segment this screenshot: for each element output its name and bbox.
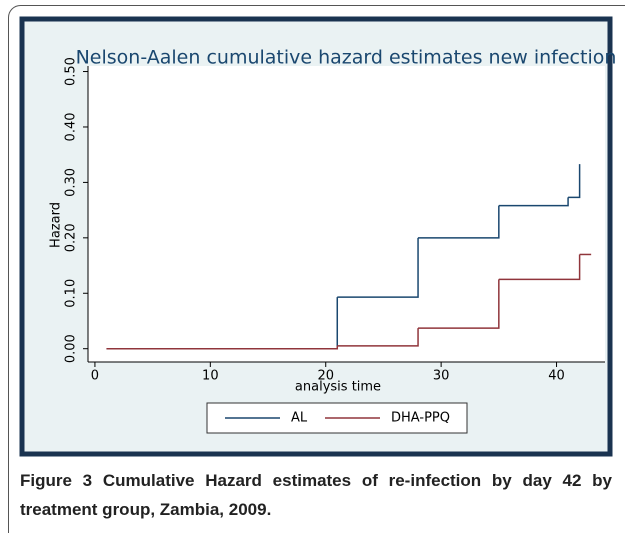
y-tick-label: 0.20 [64, 223, 79, 252]
x-tick-label: 20 [317, 369, 334, 384]
step-segment [337, 237, 419, 298]
y-axis-label: Hazard [49, 202, 64, 248]
caption: Figure 3 Cumulative Hazard estimates of … [20, 466, 612, 524]
chart-title: Nelson-Aalen cumulative hazard estimates… [76, 47, 617, 69]
legend-label: DHA-PPQ [391, 411, 450, 426]
y-tick-label: 0.30 [64, 168, 79, 197]
step-segment [337, 328, 419, 347]
y-tick-label: 0.10 [64, 279, 79, 308]
y-tick-label: 0.50 [64, 57, 79, 86]
x-axis-label: analysis time [295, 380, 381, 395]
caption-text: Cumulative Hazard estimates of re-infect… [20, 471, 612, 519]
y-tick-label: 0.00 [64, 334, 79, 363]
plot-region [88, 66, 605, 362]
step-segment [418, 205, 500, 239]
x-tick-label: 0 [91, 369, 99, 384]
x-tick-label: 30 [433, 369, 450, 384]
x-tick-label: 40 [548, 369, 565, 384]
step-segment [568, 164, 581, 199]
step-segment [498, 254, 581, 281]
step-segment [418, 279, 500, 329]
y-tick-label: 0.40 [64, 112, 79, 141]
x-tick-label: 10 [202, 369, 219, 384]
step-segment [498, 197, 569, 207]
figure-border [8, 5, 625, 533]
step-segment [106, 345, 339, 350]
legend-label: AL [291, 411, 308, 426]
caption-label: Figure 3 [20, 471, 93, 490]
